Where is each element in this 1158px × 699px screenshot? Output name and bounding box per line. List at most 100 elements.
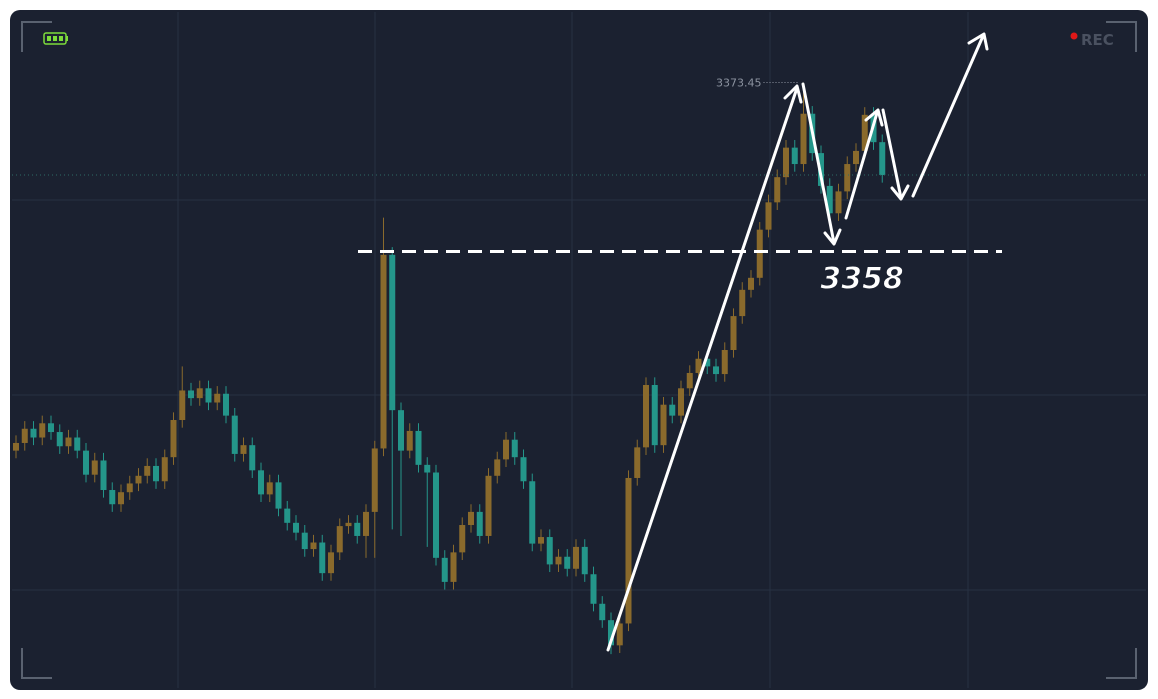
candle-body [48,423,54,433]
candle-body [415,430,422,465]
candle-body [756,229,763,278]
candle-body [660,404,667,446]
level-label: 3358 [820,262,904,297]
candle-body [301,532,308,550]
candle-body [179,390,186,421]
candle-body [704,358,711,367]
candle-body [538,537,544,544]
candle-body [406,430,413,451]
rec-label: REC [1081,31,1114,49]
candle-body [695,358,702,373]
candle-body [765,202,772,230]
candle-body [678,388,684,416]
candle-body [608,620,614,646]
candle-body [730,316,737,350]
candle-body [91,460,98,475]
candle-body [844,164,851,192]
candle-body [748,277,754,290]
candle-body [511,439,518,458]
candle-body [354,522,361,536]
candle-body [573,546,579,569]
corners [21,21,1137,679]
candle-body [503,439,509,460]
candle-body [529,481,536,544]
candle-body [651,385,658,446]
candle-body [205,388,212,403]
candle-body [319,542,326,574]
candle-body [56,432,63,447]
candle-body [564,556,571,569]
candle-body [686,372,693,389]
candle-body [275,482,282,509]
candle-body [170,420,177,458]
candle-body [328,552,334,574]
candle-body [363,511,369,536]
candle-body [196,388,203,399]
candle-body [476,511,483,536]
candle-body [258,470,264,495]
candle-body [643,385,649,448]
candle-body [118,492,124,505]
candle-body [774,177,781,203]
arrows [606,32,989,652]
candle-body [21,428,28,443]
candle-body [13,442,19,451]
candle-body [459,525,466,553]
candle-body [249,445,256,471]
candle-body [336,526,343,553]
candle-body [546,537,553,565]
candle-body [739,289,746,317]
candle-body [153,465,159,482]
candle-body [485,475,492,536]
candle-body [835,191,842,214]
candle-body [581,546,588,575]
candle-body [65,437,72,447]
candle-body [791,147,798,165]
candle-body [520,457,527,482]
candle-body [161,457,168,482]
annotations: 3373.45 3358 [12,77,1146,297]
panel [10,10,1148,690]
candle-body [231,415,238,454]
candle-body [39,423,46,438]
candle-body [494,459,501,476]
candle-body [135,475,142,484]
candle-body [783,147,789,178]
rec-dot [1070,32,1078,40]
candle-body [144,465,151,476]
candle-body [83,450,89,475]
candle-body [74,437,81,451]
candle-body [371,448,378,512]
candle-body [240,445,247,454]
candle-body [345,522,352,527]
candle-body [669,404,676,416]
candle-body [879,142,886,175]
candle-body [126,483,133,493]
battery-icon [43,32,68,45]
candle-body [634,447,641,478]
high-label: 3373.45 [716,77,762,90]
candle-body [284,508,291,523]
candle-body [214,393,221,403]
candle-body [266,482,273,495]
candle-body [30,428,37,438]
candle-body [293,522,299,533]
candle-body [861,114,868,151]
candle-body [713,366,719,375]
candle-body [826,185,833,214]
candle-body [441,557,448,582]
candle-body [853,150,859,165]
candle-body [468,511,474,526]
candle-body [625,477,632,624]
candle-body [800,113,807,165]
candle-body [616,623,623,646]
candle-body [599,603,606,621]
candle-body [223,393,229,416]
candle-body [398,410,404,451]
candle-body [590,574,597,604]
candle-body [100,460,107,491]
candle-body [424,464,431,473]
candle-body [188,390,194,399]
candle-body [310,542,317,550]
